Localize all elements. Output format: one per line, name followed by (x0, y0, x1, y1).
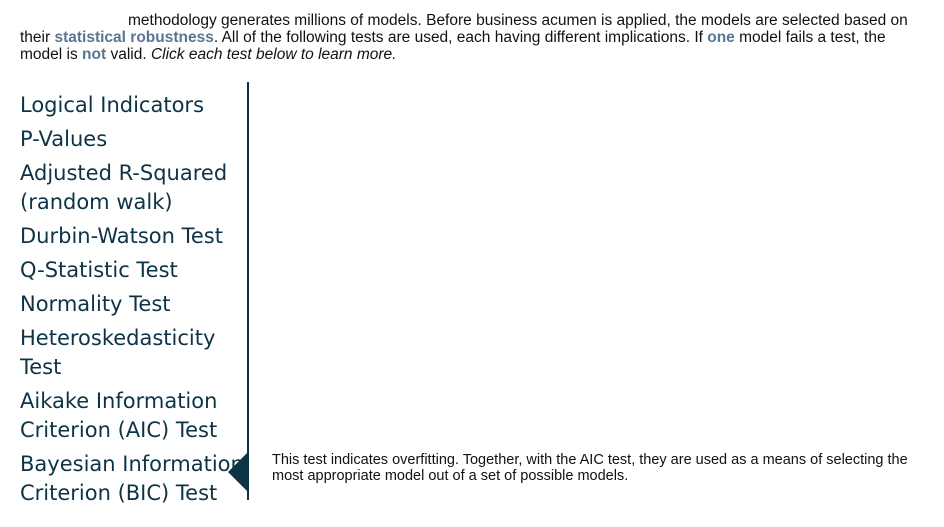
intro-text-segment: model is (20, 46, 83, 63)
test-item-normality[interactable]: Normality Test (20, 290, 242, 319)
test-label: Logical Indicators (20, 93, 205, 117)
intro-text-segment: . All of the following tests are used, e… (213, 29, 708, 46)
test-label-line2: (random walk) (20, 190, 173, 214)
test-description: This test indicates overfitting. Togethe… (272, 452, 908, 484)
test-item-adjusted-r-squared[interactable]: Adjusted R-Squared (random walk) (20, 159, 242, 217)
selected-pointer-icon (228, 452, 248, 492)
test-item-aic[interactable]: Aikake Information Criterion (AIC) Test (20, 387, 242, 445)
test-item-durbin-watson[interactable]: Durbin-Watson Test (20, 222, 242, 251)
one-highlight: one (707, 29, 735, 46)
test-label: Q-Statistic Test (20, 258, 178, 282)
test-item-heteroskedasticity[interactable]: Heteroskedasticity Test (20, 324, 242, 382)
not-highlight: not (82, 46, 107, 63)
test-label: Adjusted R-Squared (20, 161, 228, 185)
test-label-line2: Criterion (BIC) Test (20, 481, 218, 505)
intro-line-2: their statistical robustness. All of the… (20, 29, 940, 46)
test-label: P-Values (20, 127, 108, 151)
test-label: Normality Test (20, 292, 171, 316)
test-label: Aikake Information (20, 389, 218, 413)
intro-text-segment: valid. (106, 46, 151, 63)
intro-text-segment: model fails a test, the (734, 29, 886, 46)
test-label: Bayesian Information (20, 452, 244, 476)
test-label: Durbin-Watson Test (20, 224, 223, 248)
click-instruction: Click each test below to learn more. (150, 46, 397, 63)
intro-line-1: methodology generates millions of models… (128, 12, 908, 29)
statistical-robustness-highlight: statistical robustness (54, 29, 214, 46)
intro-line-3: model is not valid. Click each test belo… (20, 46, 940, 63)
test-label-line2: Test (20, 355, 62, 379)
vertical-divider (247, 82, 249, 500)
test-item-q-statistic[interactable]: Q-Statistic Test (20, 256, 242, 285)
test-item-bic[interactable]: Bayesian Information Criterion (BIC) Test (20, 450, 244, 508)
test-item-logical-indicators[interactable]: Logical Indicators (20, 91, 242, 120)
intro-text-segment: their (20, 29, 55, 46)
test-list: Logical Indicators P-Values Adjusted R-S… (20, 91, 244, 508)
test-label: Heteroskedasticity (20, 326, 216, 350)
test-label-line2: Criterion (AIC) Test (20, 418, 218, 442)
test-item-p-values[interactable]: P-Values (20, 125, 242, 154)
intro-text: methodology generates millions of models… (20, 12, 940, 63)
